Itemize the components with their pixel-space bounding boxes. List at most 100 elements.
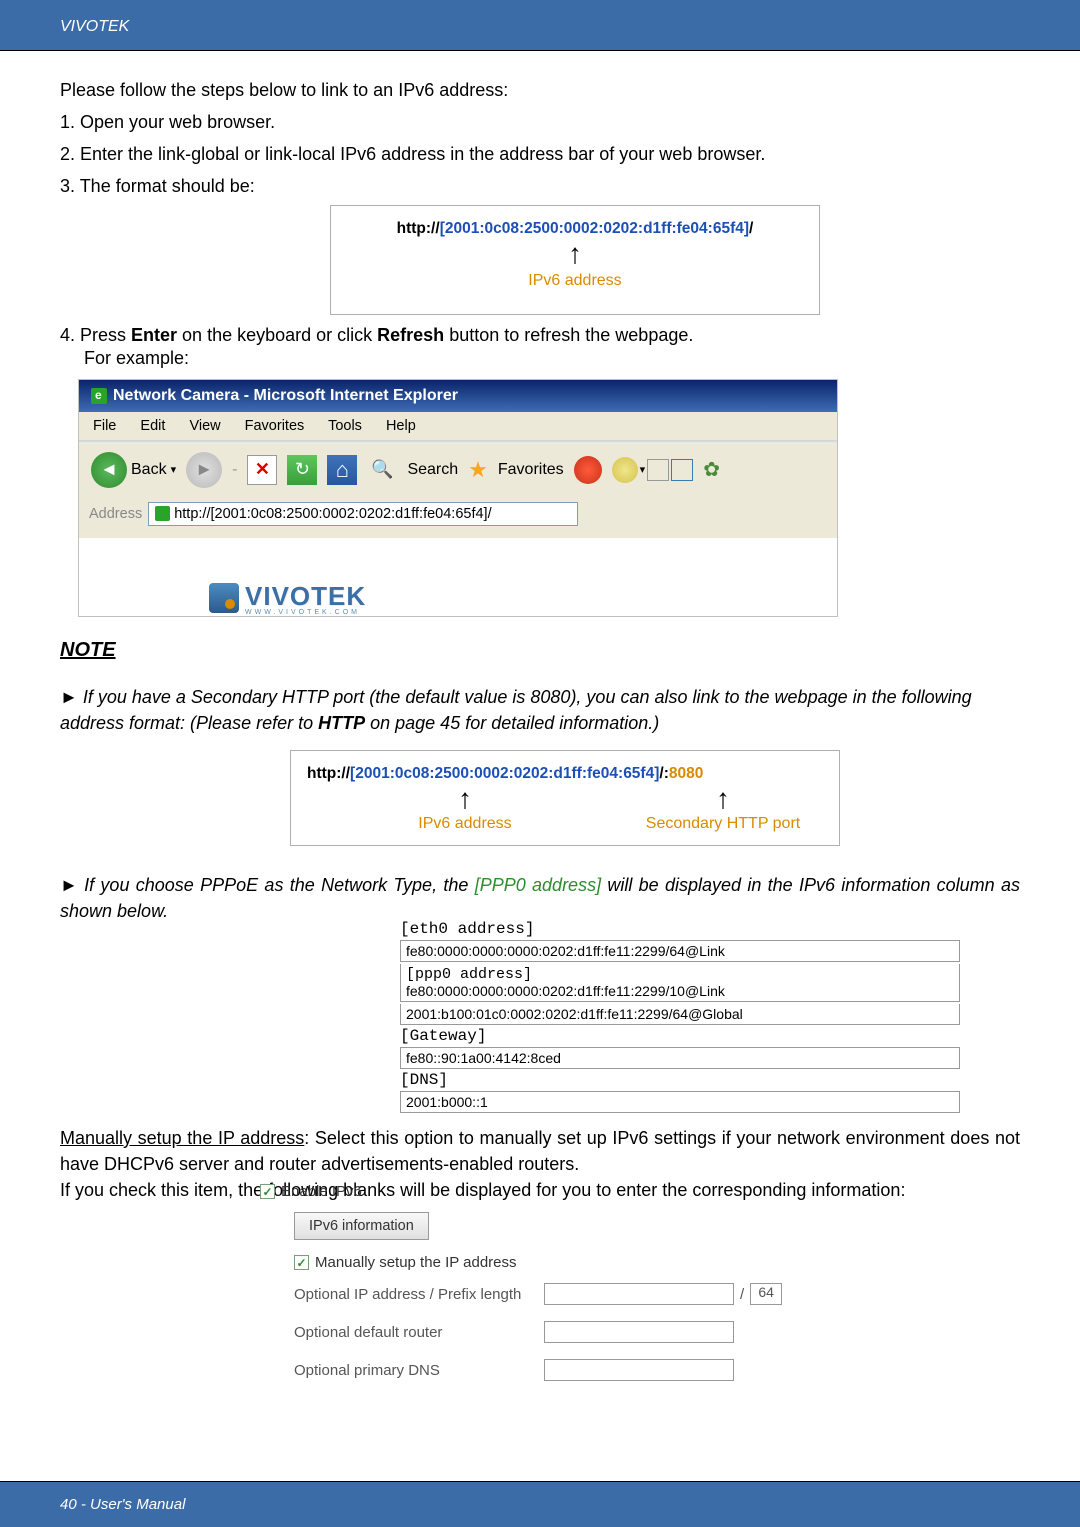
dns-input[interactable] <box>544 1359 734 1381</box>
router-label: Optional default router <box>294 1324 544 1341</box>
url-suffix: / <box>749 220 753 237</box>
back-dropdown[interactable]: ▾ <box>171 463 177 476</box>
manual-setup-text2: If you check this item, the following bl… <box>60 1177 1020 1203</box>
s4c: button to refresh the webpage. <box>444 325 693 345</box>
vivotek-logo-text: VIVOTEK <box>245 581 366 612</box>
addr-label: Address <box>89 506 142 522</box>
p2-addr: 2001:0c08:2500:0002:0202:d1ff:fe04:65f4 <box>355 765 654 782</box>
label-ipv6: IPv6 address <box>307 815 623 833</box>
toolbar-extra: ▾ <box>612 457 694 483</box>
note2-a: If you choose PPPoE as the Network Type,… <box>78 875 475 895</box>
addr-page-icon <box>155 506 170 521</box>
ipv6-label: IPv6 address <box>331 272 819 290</box>
instr-1: 1. Open your web browser. <box>60 109 1020 137</box>
enable-ipv6-checkbox[interactable] <box>260 1184 275 1199</box>
ppp0-v2: 2001:b100:01c0:0002:0202:d1ff:fe11:2299/… <box>400 1004 960 1025</box>
ipv6-info-button[interactable]: IPv6 information <box>294 1212 429 1240</box>
eth0-label: [eth0 address] <box>400 920 970 938</box>
labels-row: IPv6 address Secondary HTTP port <box>307 815 823 833</box>
ie-screenshot: Network Camera - Microsoft Internet Expl… <box>78 379 838 617</box>
manual-underline: Manually setup the IP address <box>60 1128 304 1148</box>
arrow-up: ↑ <box>331 240 819 268</box>
p2-suffix: /: <box>659 765 668 782</box>
arrows-row: ↑ ↑ <box>307 785 823 813</box>
url-addr: 2001:0c08:2500:0002:0202:d1ff:fe04:65f4 <box>445 220 744 237</box>
note1-arrow: ► <box>60 687 78 707</box>
vivotek-logo: VIVOTEK WWW.VIVOTEK.COM <box>209 581 366 616</box>
dns-row: Optional primary DNS <box>294 1359 820 1381</box>
s4-enter: Enter <box>131 325 177 345</box>
ipv6-port-url: http://[2001:0c08:2500:0002:0202:d1ff:fe… <box>307 765 823 783</box>
vivotek-logo-sub: WWW.VIVOTEK.COM <box>245 609 366 616</box>
s4b: on the keyboard or click <box>177 325 377 345</box>
instr-3: 3. The format should be: <box>60 173 1020 201</box>
ppp0-v1: fe80:0000:0000:0000:0202:d1ff:fe11:2299/… <box>406 983 954 999</box>
note1-text2: on page 45 for detailed information.) <box>365 713 659 733</box>
addr-value: http://[2001:0c08:2500:0002:0202:d1ff:fe… <box>174 506 491 522</box>
note-heading: NOTE <box>60 639 1020 662</box>
manual-setup-text: Manually setup the IP address: Select th… <box>60 1125 1020 1177</box>
print-icon[interactable] <box>671 459 693 481</box>
note1-http: HTTP <box>318 713 365 733</box>
ip-input[interactable] <box>544 1283 734 1305</box>
back-label: Back <box>131 461 167 479</box>
ipv6-info-panel: [eth0 address] fe80:0000:0000:0000:0202:… <box>400 920 970 1113</box>
menu-favorites[interactable]: Favorites <box>245 418 305 434</box>
note-pppoe: ► If you choose PPPoE as the Network Typ… <box>60 872 1020 924</box>
enable-ipv6-label: Enable IPv6 <box>281 1183 362 1200</box>
ip-row: Optional IP address / Prefix length / 64 <box>294 1283 820 1305</box>
eth0-value: fe80:0000:0000:0000:0202:d1ff:fe11:2299/… <box>400 940 960 962</box>
menu-tools[interactable]: Tools <box>328 418 362 434</box>
instr-2: 2. Enter the link-global or link-local I… <box>60 141 1020 169</box>
p2-port: 8080 <box>669 765 703 782</box>
note2-ppp: [PPP0 address] <box>475 875 601 895</box>
manual-row: Manually setup the IP address <box>294 1254 820 1271</box>
ie-icon <box>91 388 107 404</box>
back-icon: ◄ <box>91 452 127 488</box>
refresh-button[interactable]: ↻ <box>287 455 317 485</box>
ie-body: VIVOTEK WWW.VIVOTEK.COM <box>79 538 837 616</box>
menu-help[interactable]: Help <box>386 418 416 434</box>
prefix-input[interactable]: 64 <box>750 1283 782 1305</box>
ppp0-block: [ppp0 address] fe80:0000:0000:0000:0202:… <box>400 964 960 1002</box>
ip-label: Optional IP address / Prefix length <box>294 1286 544 1303</box>
ie-toolbar: ◄ Back ▾ ► - ✕ ↻ Search ★ Favorites ▾ <box>79 444 837 496</box>
mail-icon[interactable] <box>647 459 669 481</box>
back-button[interactable]: ◄ Back ▾ <box>91 452 176 488</box>
router-row: Optional default router <box>294 1321 820 1343</box>
label-port: Secondary HTTP port <box>623 815 823 833</box>
ppp0-label: [ppp0 address] <box>406 966 954 983</box>
instr-intro: Please follow the steps below to link to… <box>60 77 1020 105</box>
dns-value: 2001:b000::1 <box>400 1091 960 1113</box>
addr-field[interactable]: http://[2001:0c08:2500:0002:0202:d1ff:fe… <box>148 502 578 526</box>
ie-menubar: File Edit View Favorites Tools Help <box>79 412 837 440</box>
gear-icon[interactable]: ✿ <box>703 457 720 482</box>
media-icon[interactable] <box>574 456 602 484</box>
home-button[interactable] <box>327 455 357 485</box>
dns-form-label: Optional primary DNS <box>294 1362 544 1379</box>
menu-view[interactable]: View <box>189 418 220 434</box>
manual-checkbox[interactable] <box>294 1255 309 1270</box>
ipv6-manual-form: Enable IPv6 IPv6 information Manually se… <box>260 1183 820 1381</box>
stop-button[interactable]: ✕ <box>247 455 277 485</box>
manual-checkbox-label: Manually setup the IP address <box>315 1254 517 1271</box>
instr-4-example: For example: <box>84 348 1020 369</box>
brand-text: VIVOTEK <box>60 18 129 35</box>
ipv6-url-example: http://[2001:0c08:2500:0002:0202:d1ff:fe… <box>331 220 819 238</box>
ie-address-bar: Address http://[2001:0c08:2500:0002:0202… <box>79 496 837 538</box>
favorites-label[interactable]: Favorites <box>498 461 564 479</box>
menu-edit[interactable]: Edit <box>140 418 165 434</box>
url-prefix: http:// <box>397 220 440 237</box>
menu-file[interactable]: File <box>93 418 116 434</box>
gateway-label: [Gateway] <box>400 1027 970 1045</box>
dns-label: [DNS] <box>400 1071 970 1089</box>
router-input[interactable] <box>544 1321 734 1343</box>
ie-title-text: Network Camera - Microsoft Internet Expl… <box>113 387 458 405</box>
search-label[interactable]: Search <box>407 461 458 479</box>
favorites-icon: ★ <box>468 457 488 483</box>
search-icon <box>367 455 397 485</box>
footer: 40 - User's Manual <box>0 1481 1080 1527</box>
forward-button[interactable]: ► <box>186 452 222 488</box>
note2-arrow: ► <box>60 875 78 895</box>
history-icon[interactable] <box>612 457 638 483</box>
